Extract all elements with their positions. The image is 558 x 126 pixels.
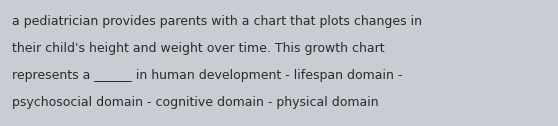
Text: a pediatrician provides parents with a chart that plots changes in: a pediatrician provides parents with a c… [12,15,422,28]
Text: psychosocial domain - cognitive domain - physical domain: psychosocial domain - cognitive domain -… [12,96,379,109]
Text: represents a ______ in human development - lifespan domain -: represents a ______ in human development… [12,69,403,82]
Text: their child's height and weight over time. This growth chart: their child's height and weight over tim… [12,42,385,55]
